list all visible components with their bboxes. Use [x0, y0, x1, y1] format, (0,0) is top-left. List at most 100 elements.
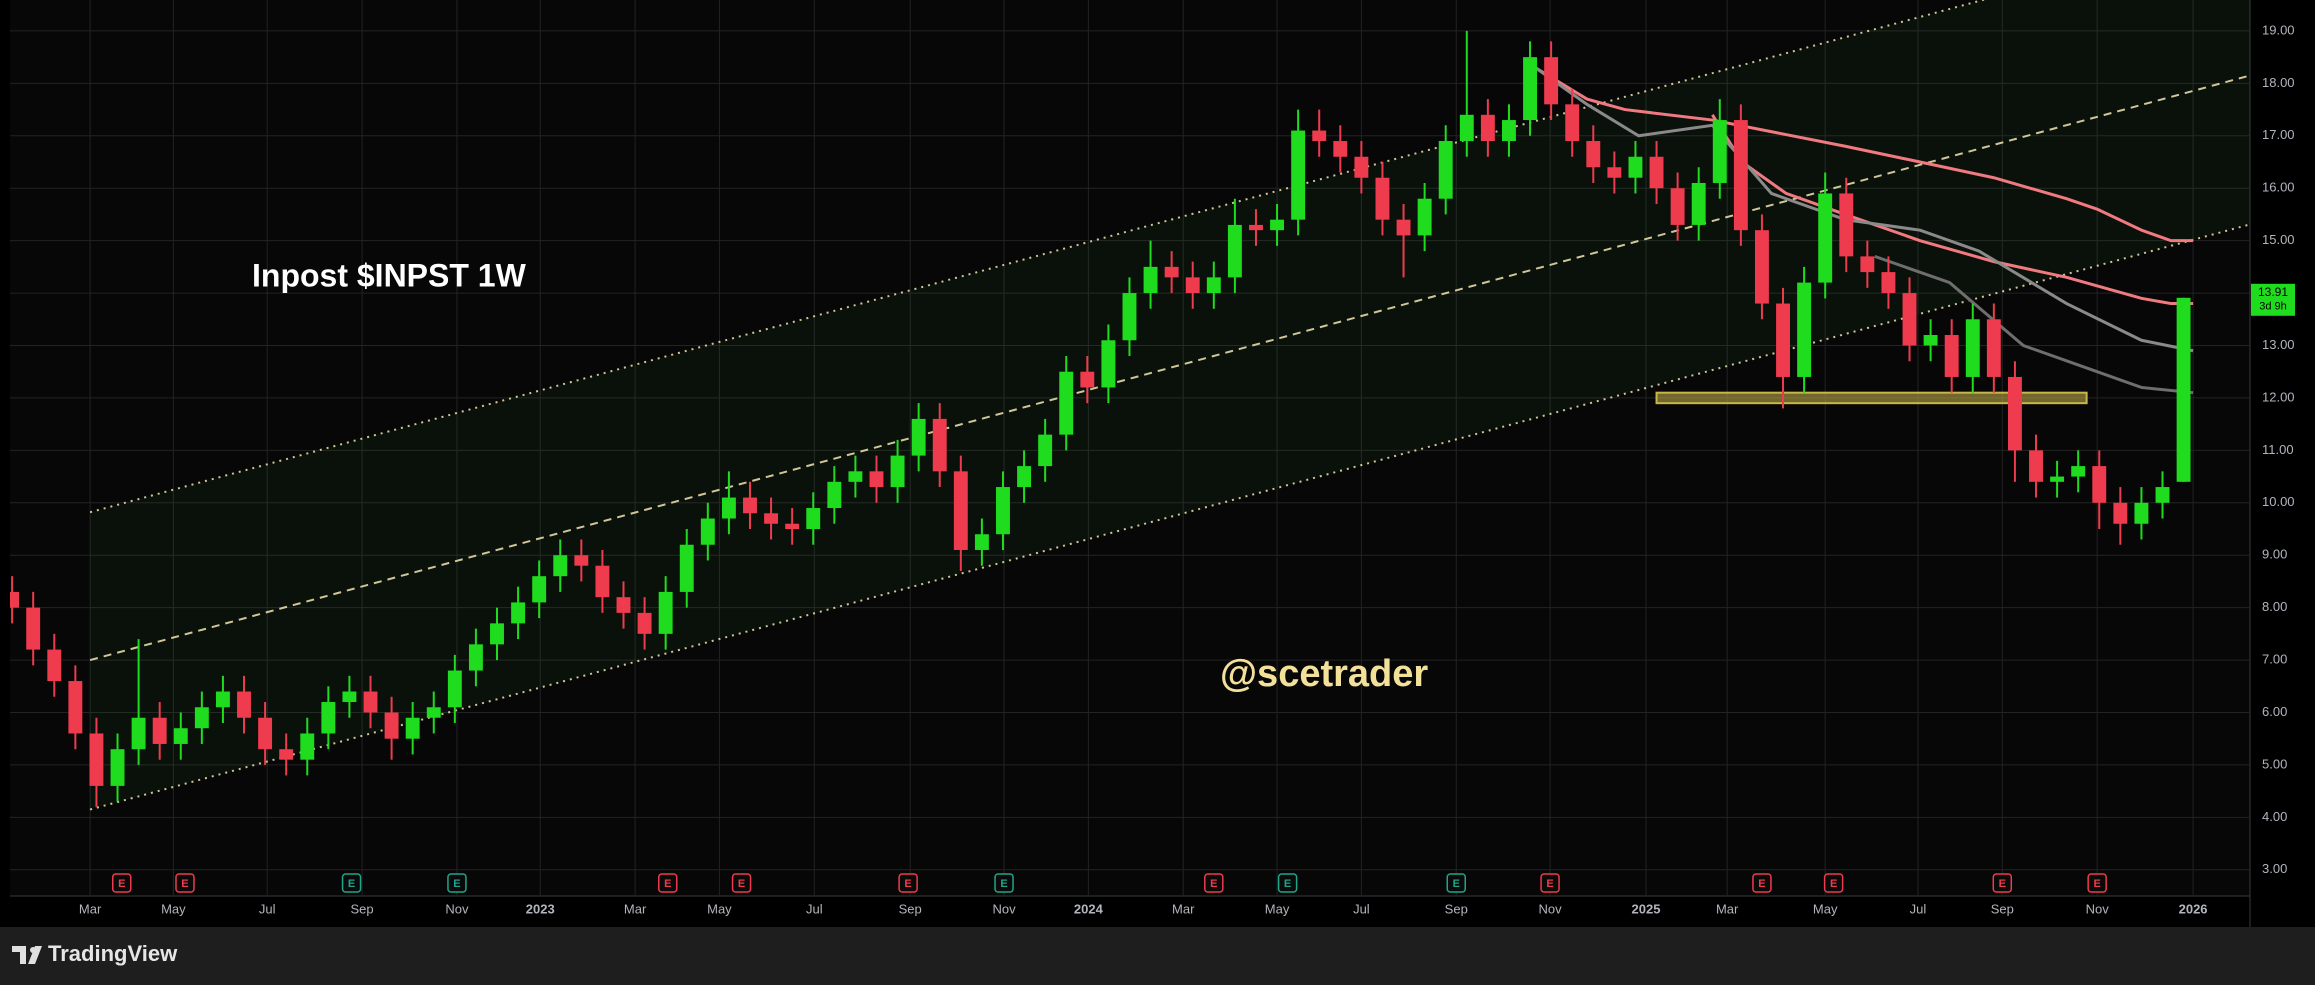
candle-body: [1249, 224, 1263, 231]
candle-body: [764, 513, 779, 524]
event-marker: [994, 873, 1014, 893]
candle-body: [1375, 177, 1390, 220]
y-tick-label: 5.00: [2262, 756, 2287, 771]
candle-body: [1797, 282, 1812, 377]
y-tick-label: 16.00: [2262, 180, 2295, 195]
event-label: E: [738, 878, 745, 890]
event-label: E: [118, 878, 125, 890]
x-tick-label: Mar: [79, 901, 102, 916]
x-tick-label: Mar: [624, 901, 647, 916]
candle-body: [89, 733, 104, 786]
candle-body: [1206, 277, 1221, 294]
y-tick-label: 11.00: [2262, 442, 2294, 457]
y-tick-label: 8.00: [2262, 599, 2287, 614]
axes: 3.00 4.00 5.00 6.00 7.00 8.00 9.00 10.00 11.00 12…: [79, 22, 2295, 916]
support-zone: [1655, 391, 2088, 405]
event-marker: [898, 873, 918, 893]
candle-body: [1333, 141, 1348, 157]
candle-body: [1565, 104, 1580, 142]
x-tick-label: Jul: [806, 901, 823, 916]
candle-body: [342, 691, 357, 703]
chart-title: Inpost $INPST 1W: [252, 257, 527, 293]
candle-body: [1733, 120, 1748, 231]
event-marker: [731, 873, 752, 893]
event-label: E: [1830, 878, 1837, 890]
y-tick-label: 10.00: [2262, 494, 2295, 509]
plot-area: [10, 0, 2250, 896]
grid: [10, 0, 2250, 896]
candle-body: [2029, 450, 2043, 482]
candle-body: [152, 717, 167, 744]
candle-body: [827, 481, 842, 509]
candle-body: [1312, 130, 1327, 142]
event-marker: [1823, 873, 1844, 893]
event-label: E: [181, 878, 188, 890]
x-tick-label: 2025: [1632, 901, 1661, 916]
event-label: E: [1284, 878, 1291, 890]
candle-body: [911, 418, 926, 456]
event-label: E: [1758, 878, 1765, 890]
candle-body: [869, 471, 884, 488]
candle-body: [426, 707, 441, 718]
candle-body: [679, 544, 694, 592]
candle-body: [321, 702, 336, 734]
candle-body: [658, 591, 673, 634]
channel-line: [89, 74, 2250, 662]
event-label: E: [1210, 878, 1217, 890]
logo[interactable]: TradingView: [12, 941, 178, 966]
candle-body: [1839, 193, 1854, 257]
candle-body: [721, 497, 736, 519]
candle-body: [1607, 167, 1622, 178]
candle-body: [1059, 371, 1074, 435]
x-tick-label: Sep: [1991, 901, 2014, 916]
candle-body: [1227, 224, 1242, 278]
candle-body: [279, 749, 294, 760]
event-label: E: [453, 878, 460, 890]
event-marker: [1752, 873, 1772, 893]
candle-body: [2113, 502, 2128, 524]
candle-body: [974, 534, 989, 550]
event-marker: [658, 873, 678, 893]
y-tick-label: 7.00: [2262, 652, 2287, 667]
event-label: E: [904, 878, 911, 890]
candle-body: [1923, 335, 1938, 346]
candle-body: [68, 681, 83, 734]
x-tick-label: 2023: [526, 901, 555, 916]
candle-body: [511, 602, 526, 624]
candle-body: [2176, 297, 2191, 482]
event-marker: [447, 873, 467, 893]
candle-body: [1291, 130, 1306, 220]
candle-body: [1143, 266, 1158, 294]
candle-body: [173, 728, 188, 744]
event-label: E: [1453, 878, 1460, 890]
x-tick-label: Mar: [1716, 901, 1739, 916]
last-price-label: 13.91: [2258, 285, 2288, 299]
y-tick-label: 4.00: [2262, 809, 2287, 824]
candle-body: [1712, 120, 1727, 183]
candle-body: [2092, 466, 2107, 503]
candle-body: [47, 649, 62, 682]
annotation: @scetrader: [1220, 653, 1428, 695]
x-tick-label: Jul: [1353, 901, 1370, 916]
event-marker: [175, 873, 195, 893]
candle-body: [574, 555, 589, 566]
candle-body: [932, 418, 947, 472]
candle-body: [215, 691, 230, 708]
plot: [10, 0, 2250, 811]
candle-body: [1354, 156, 1369, 178]
candle-body: [1860, 256, 1875, 273]
moving-average: [1874, 254, 2194, 395]
candle-body: [1185, 277, 1200, 294]
candle-body: [131, 717, 146, 750]
candle-body: [1080, 371, 1095, 388]
candle-body: [300, 733, 315, 760]
brand-name: TradingView: [48, 941, 178, 966]
candle-body: [1670, 188, 1685, 225]
candle-body: [1017, 466, 1032, 488]
candle-body: [1122, 293, 1137, 341]
candle-body: [1480, 114, 1495, 142]
candle-body: [1776, 303, 1790, 377]
x-tick-label: May: [161, 901, 186, 916]
candle-body: [447, 670, 462, 708]
